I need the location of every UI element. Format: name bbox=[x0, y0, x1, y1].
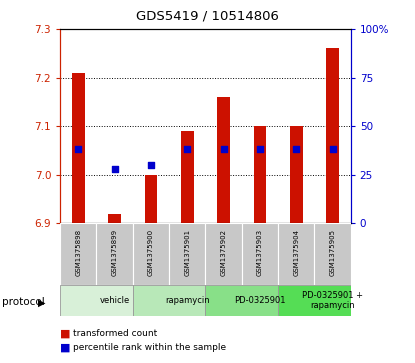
Point bbox=[220, 147, 227, 152]
Bar bbox=[217, 97, 230, 223]
Text: GDS5419 / 10514806: GDS5419 / 10514806 bbox=[136, 9, 279, 22]
Text: transformed count: transformed count bbox=[73, 329, 157, 338]
Point bbox=[256, 147, 263, 152]
Text: GSM1375900: GSM1375900 bbox=[148, 229, 154, 277]
Text: percentile rank within the sample: percentile rank within the sample bbox=[73, 343, 226, 352]
Text: ■: ■ bbox=[60, 328, 71, 338]
Bar bbox=[108, 213, 121, 223]
Bar bbox=[60, 285, 133, 316]
Bar bbox=[205, 223, 242, 285]
Text: GSM1375905: GSM1375905 bbox=[330, 229, 335, 276]
Bar bbox=[278, 285, 351, 316]
Bar bbox=[181, 131, 194, 223]
Bar bbox=[133, 285, 205, 316]
Bar bbox=[315, 223, 351, 285]
Text: PD-0325901 +
rapamycin: PD-0325901 + rapamycin bbox=[302, 291, 363, 310]
Point bbox=[75, 147, 82, 152]
Point bbox=[148, 162, 154, 168]
Point bbox=[111, 166, 118, 172]
Text: GSM1375902: GSM1375902 bbox=[221, 229, 227, 276]
Bar bbox=[205, 285, 278, 316]
Text: GSM1375904: GSM1375904 bbox=[293, 229, 299, 276]
Point bbox=[184, 147, 190, 152]
Bar bbox=[242, 223, 278, 285]
Text: GSM1375903: GSM1375903 bbox=[257, 229, 263, 277]
Point bbox=[329, 147, 336, 152]
Bar bbox=[60, 223, 96, 285]
Text: GSM1375899: GSM1375899 bbox=[112, 229, 117, 277]
Text: vehicle: vehicle bbox=[100, 296, 130, 305]
Bar bbox=[326, 48, 339, 223]
Bar bbox=[290, 126, 303, 223]
Text: rapamycin: rapamycin bbox=[165, 296, 210, 305]
Bar bbox=[133, 223, 169, 285]
Text: ▶: ▶ bbox=[38, 297, 46, 307]
Text: GSM1375901: GSM1375901 bbox=[184, 229, 190, 277]
Bar bbox=[278, 223, 315, 285]
Bar bbox=[254, 126, 266, 223]
Bar bbox=[72, 73, 85, 223]
Bar bbox=[96, 223, 133, 285]
Text: protocol: protocol bbox=[2, 297, 45, 307]
Text: GSM1375898: GSM1375898 bbox=[76, 229, 81, 277]
Bar bbox=[144, 175, 157, 223]
Bar bbox=[169, 223, 205, 285]
Text: PD-0325901: PD-0325901 bbox=[234, 296, 286, 305]
Text: ■: ■ bbox=[60, 343, 71, 353]
Point bbox=[293, 147, 300, 152]
